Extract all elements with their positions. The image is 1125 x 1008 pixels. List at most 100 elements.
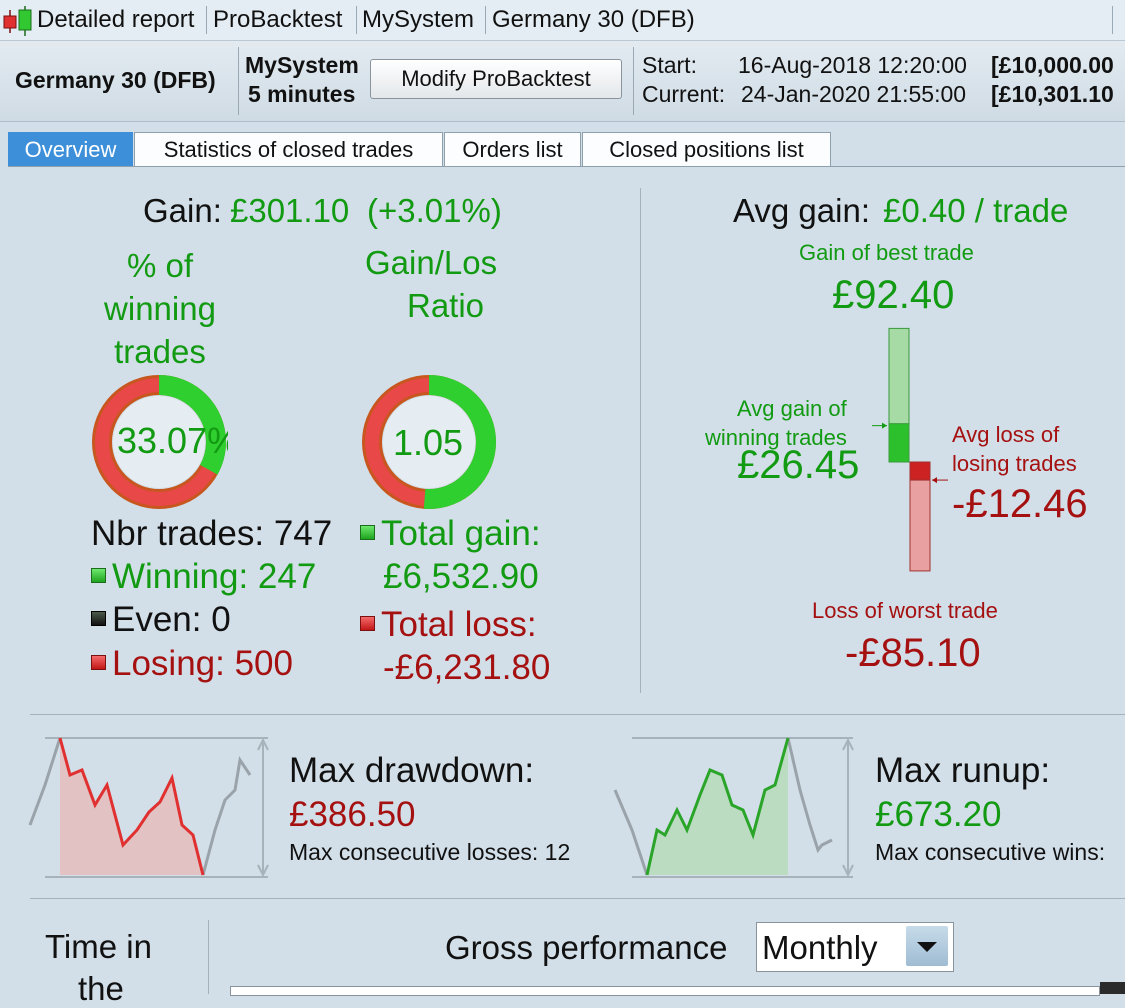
winning-count-row: Winning: 247 [91, 557, 316, 597]
backtest-info-bar: Germany 30 (DFB) MySystem 5 minutes Modi… [0, 41, 1125, 122]
time-in-label: the [78, 970, 124, 1007]
runup-sparkline [613, 737, 854, 878]
ratio-arc [362, 375, 496, 509]
max-consecutive-losses: Max consecutive losses: 12 [289, 839, 571, 865]
winning-count: Winning: 247 [112, 557, 317, 596]
avg-loss-value: -£12.46 [952, 482, 1088, 526]
total-gain-value: £6,532.90 [383, 557, 539, 596]
total-loss-row: Total loss: [360, 605, 537, 645]
max-consecutive-wins: Max consecutive wins: [875, 839, 1106, 865]
gain-loss-ratio-donut [362, 375, 496, 509]
current-capital: [£10,301.10 [991, 81, 1114, 107]
start-label: Start: [642, 52, 697, 78]
period-selected-value: Monthly [762, 929, 878, 966]
gain-label: Gain: [143, 192, 222, 229]
title-separator [485, 6, 486, 34]
best-trade-value: £92.40 [832, 273, 955, 317]
title-instrument: Germany 30 (DFB) [492, 6, 695, 33]
infobar-separator [633, 47, 634, 115]
ratio-title-line: Gain/Loss [365, 244, 497, 281]
winning-trades-title: % of winning trades [60, 244, 260, 373]
tab-orders-list[interactable]: Orders list [444, 132, 581, 166]
modify-probacktest-button[interactable]: Modify ProBacktest [370, 59, 622, 99]
system-name: MySystem [245, 52, 359, 78]
avg-loss-label: losing trades [952, 451, 1077, 476]
winning-title-line: % of [126, 247, 194, 284]
losing-count: Losing: 500 [112, 644, 293, 683]
performance-table-label-cutoff [1100, 982, 1125, 994]
title-detailed-report: Detailed report [37, 6, 195, 33]
avg-loss-label: Avg loss of [952, 422, 1060, 447]
ratio-title-line: Ratio [407, 287, 485, 324]
timeframe: 5 minutes [248, 81, 356, 107]
window-title-bar: Detailed report ProBacktest MySystem Ger… [0, 0, 1125, 41]
even-count: Even: 0 [112, 600, 231, 639]
candlestick-app-icon [3, 6, 32, 36]
tab-closed-positions-list[interactable]: Closed positions list [582, 132, 831, 166]
total-loss-value: -£6,231.80 [383, 648, 551, 687]
performance-table [230, 986, 1100, 996]
title-probacktest: ProBacktest [213, 6, 343, 33]
worst-trade-label: Loss of worst trade [812, 598, 998, 623]
tab-statistics-closed-trades[interactable]: Statistics of closed trades [134, 132, 443, 166]
section-divider [30, 714, 1125, 715]
current-label: Current: [642, 81, 726, 107]
even-count-row: Even: 0 [91, 600, 231, 640]
drawdown-sparkline [28, 737, 269, 878]
title-system: MySystem [362, 6, 475, 33]
winning-ratio-donut [92, 375, 226, 509]
period-select[interactable]: Monthly [756, 922, 954, 972]
avg-win-bar [888, 423, 910, 463]
avg-win-arrow-icon [882, 422, 887, 429]
tab-overview[interactable]: Overview [8, 132, 133, 166]
dropdown-button[interactable] [906, 926, 948, 966]
nbr-trades: Nbr trades: 747 [91, 514, 333, 553]
max-runup-value: £673.20 [875, 795, 1002, 834]
max-drawdown-title: Max drawdown: [289, 751, 535, 790]
total-gain-row: Total gain: [360, 514, 541, 554]
worst-trade-value: -£85.10 [845, 631, 981, 675]
gain-percent: (+3.01%) [367, 192, 502, 229]
chevron-down-icon [917, 942, 937, 952]
max-runup-title: Max runup: [875, 751, 1051, 790]
start-date: 16-Aug-2018 12:20:00 [738, 52, 967, 78]
ratio-title-clip: Gain/Loss Ratio [355, 244, 497, 334]
title-separator [1112, 6, 1113, 34]
winning-arc [92, 375, 226, 509]
start-capital: [£10,000.00 [991, 52, 1114, 78]
avg-win-label: Avg gain of [737, 396, 847, 421]
green-square-icon [91, 568, 106, 584]
losing-count-row: Losing: 500 [91, 644, 293, 684]
section-divider [208, 920, 209, 994]
avg-loss-bar [909, 461, 931, 481]
avg-win-label: winning trades [705, 425, 847, 450]
avg-gain-value: £0.40 / trade [883, 192, 1069, 229]
title-separator [356, 6, 357, 34]
avg-win-value: £26.45 [737, 443, 860, 487]
winning-pct-clip: 33.07% [110, 420, 228, 464]
avg-loss-arrow-icon [932, 477, 937, 484]
infobar-separator [238, 47, 239, 115]
gain-value: £301.10 [230, 192, 350, 229]
best-trade-label: Gain of best trade [799, 240, 974, 265]
winning-title-line: trades [114, 333, 206, 370]
winning-pct-value: 33.07% [117, 420, 228, 461]
max-drawdown-value: £386.50 [289, 795, 416, 834]
red-square-icon [360, 616, 375, 632]
section-divider [640, 188, 641, 693]
total-loss-label: Total loss: [381, 605, 537, 644]
time-in-label: Time in [45, 928, 152, 965]
section-divider [30, 898, 1125, 899]
black-square-icon [91, 611, 106, 627]
instrument-name: Germany 30 (DFB) [15, 67, 216, 93]
winning-title-line: winning [104, 290, 216, 327]
trade-range-chart [872, 327, 948, 572]
total-gain-label: Total gain: [381, 514, 541, 553]
green-square-icon [360, 525, 375, 541]
title-separator [206, 6, 207, 34]
gross-performance-label: Gross performance [445, 929, 728, 966]
ratio-value: 1.05 [393, 422, 464, 463]
current-date: 24-Jan-2020 21:55:00 [741, 81, 967, 107]
avg-gain-label: Avg gain: [733, 192, 870, 229]
red-square-icon [91, 655, 106, 671]
